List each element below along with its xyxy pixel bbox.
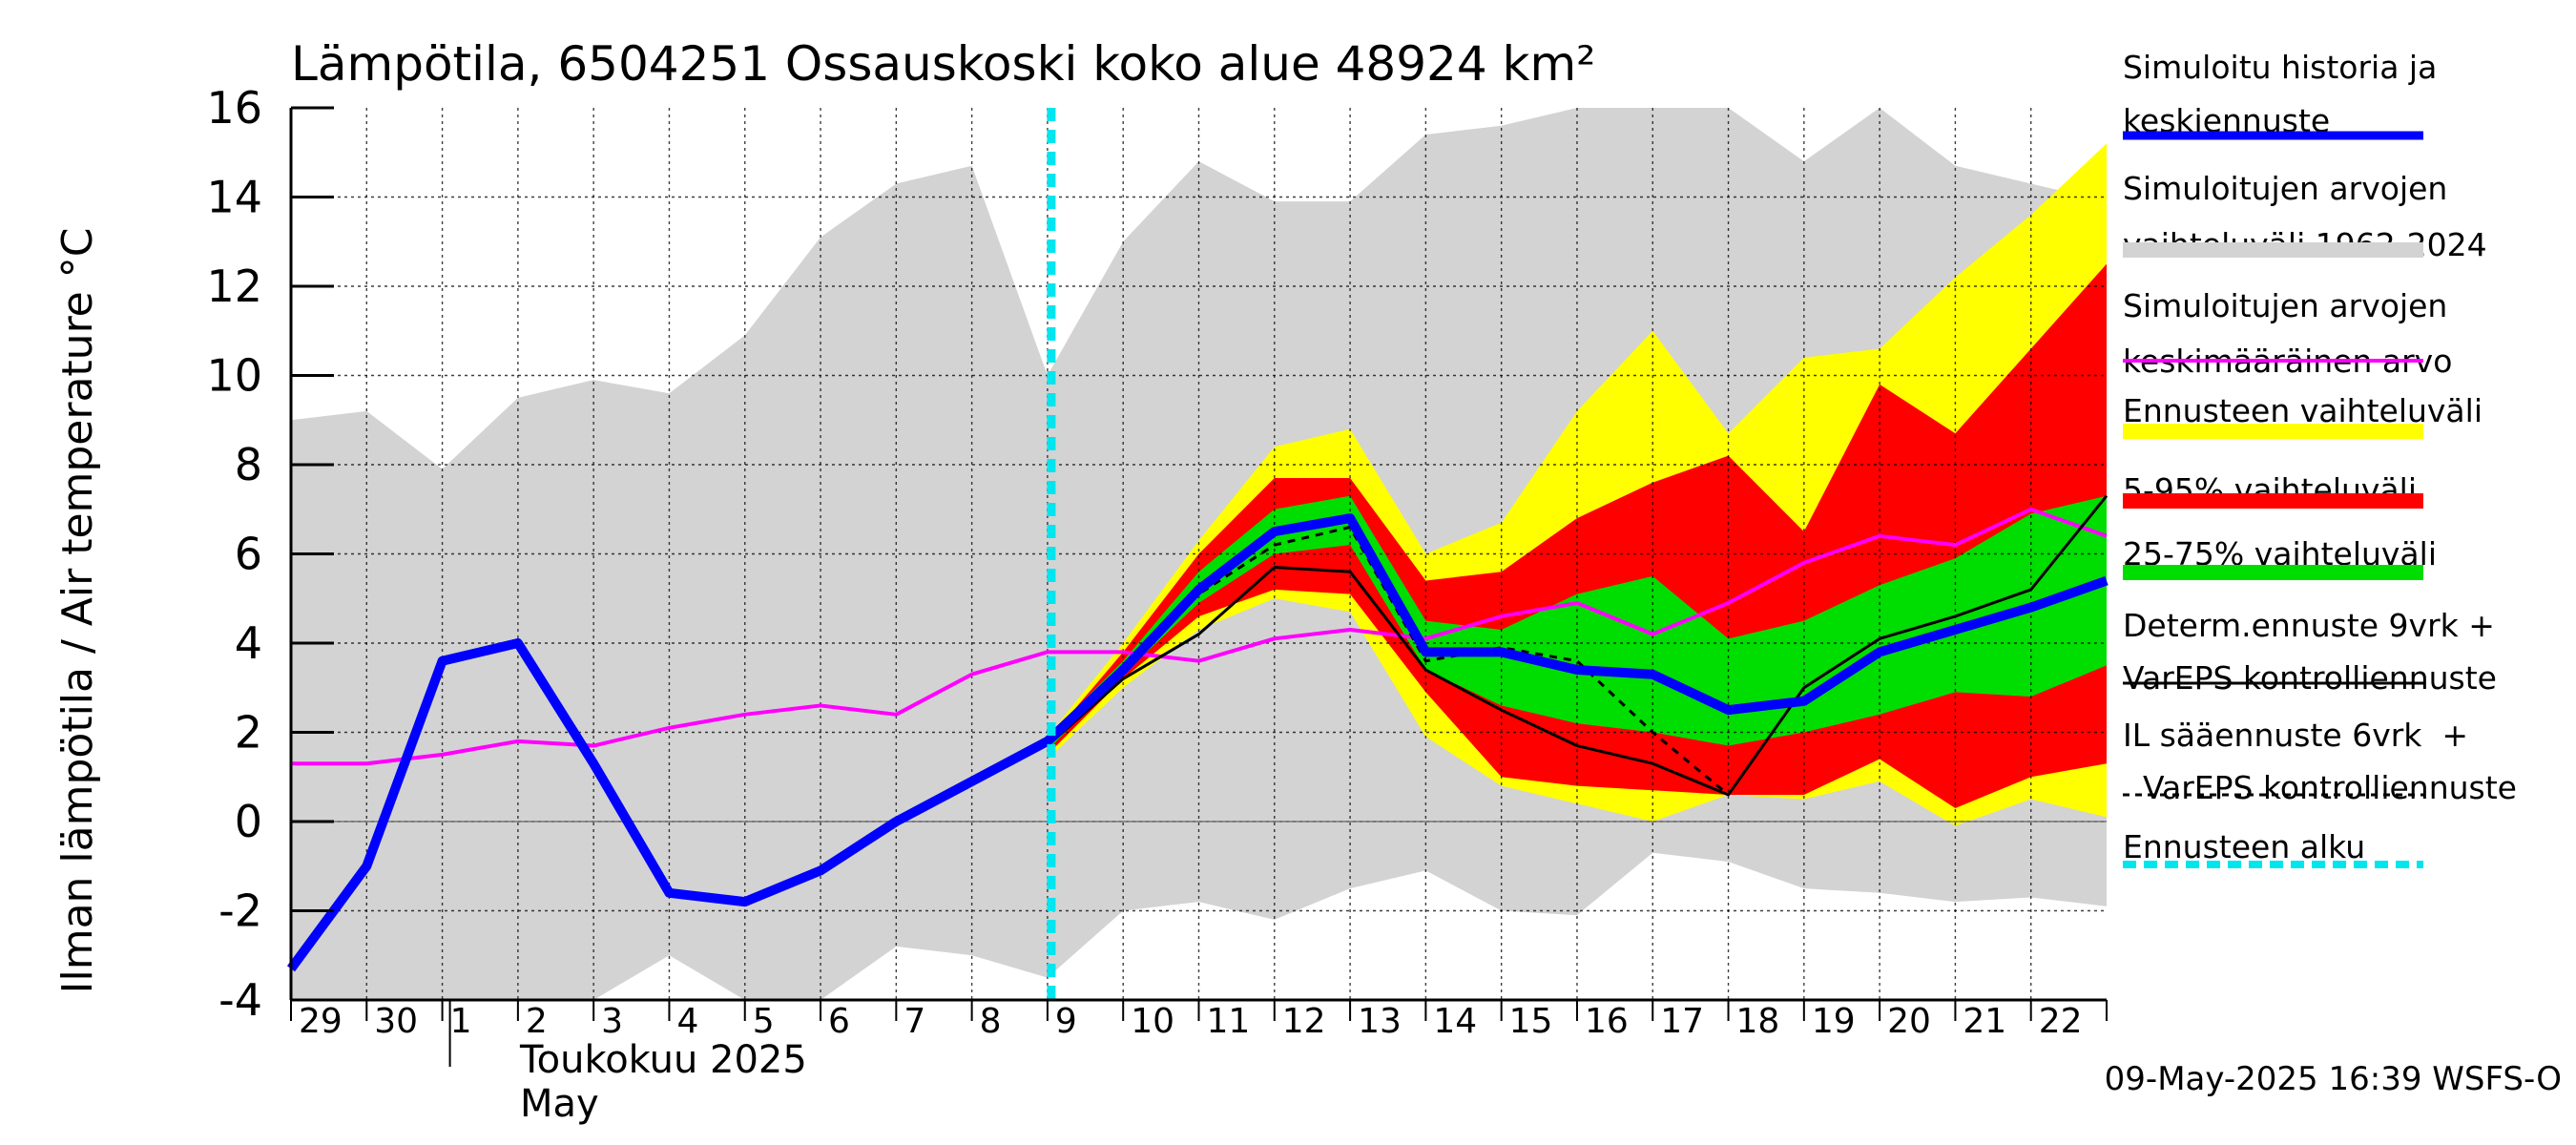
x-tick-label: 29 (299, 1002, 343, 1041)
y-tick-label: 8 (235, 439, 262, 490)
legend-label: Ennusteen alku (2123, 828, 2365, 865)
x-tick-label: 1 (450, 1002, 472, 1041)
x-tick-label: 10 (1131, 1002, 1174, 1041)
y-tick-label: 14 (206, 172, 262, 223)
x-tick-label: 20 (1887, 1002, 1931, 1041)
y-tick-label: 2 (235, 707, 262, 759)
x-tick-label: 18 (1736, 1002, 1780, 1041)
legend: Simuloitu historia jakeskiennusteSimuloi… (2123, 49, 2517, 868)
y-tick-label: 4 (235, 617, 262, 669)
x-tick-label: 13 (1358, 1002, 1402, 1041)
x-tick-label: 3 (601, 1002, 623, 1041)
x-tick-label: 8 (980, 1002, 1002, 1041)
month-label: Toukokuu 2025 (519, 1038, 807, 1082)
legend-label: Simuloitujen arvojen (2123, 170, 2447, 207)
x-tick-label: 30 (374, 1002, 418, 1041)
x-tick-label: 6 (828, 1002, 850, 1041)
legend-label: IL sääennuste 6vrk + (2123, 717, 2468, 754)
x-tick-label: 15 (1509, 1002, 1553, 1041)
y-tick-label: 12 (206, 260, 262, 312)
x-tick-label: 7 (904, 1002, 925, 1041)
x-tick-label: 5 (753, 1002, 775, 1041)
x-tick-label: 19 (1812, 1002, 1856, 1041)
y-tick-label: -4 (218, 974, 262, 1026)
x-tick-label: 17 (1660, 1002, 1704, 1041)
y-axis-label: Ilman lämpötila / Air temperature °C (53, 228, 102, 994)
y-tick-label: 10 (206, 350, 262, 402)
legend-label: Determ.ennuste 9vrk + (2123, 607, 2495, 644)
x-tick-label: 4 (676, 1002, 698, 1041)
y-axis-ticks: -4 -2 0 2 4 6 8 10 12 14 16 (206, 82, 334, 1026)
y-tick-label: 16 (206, 82, 262, 134)
legend-label: VarEPS kontrolliennuste (2123, 769, 2517, 806)
x-axis-ticks: 29 30 1 2 3 4 5 6 7 8 9 10 11 12 13 14 15 16 17 18 19 20 21 22 (290, 1000, 2108, 1067)
x-tick-label: 9 (1055, 1002, 1077, 1041)
simulated-history-line (286, 513, 2109, 972)
x-tick-label: 2 (526, 1002, 548, 1041)
footer-timestamp: 09-May-2025 16:39 WSFS-O (2105, 1060, 2562, 1098)
legend-label: VarEPS kontrolliennuste (2123, 659, 2497, 697)
x-tick-label: 22 (2039, 1002, 2083, 1041)
y-tick-label: 6 (235, 529, 262, 580)
plot-area (286, 108, 2109, 1002)
y-tick-label: 0 (235, 796, 262, 847)
legend-label: Simuloitu historia ja (2123, 49, 2437, 86)
x-tick-label: 11 (1207, 1002, 1251, 1041)
legend-label: Ennusteen vaihteluväli (2123, 392, 2483, 429)
chart-title: Lämpötila, 6504251 Ossauskoski koko alue… (291, 36, 1595, 92)
x-tick-label: 12 (1282, 1002, 1326, 1041)
historical-mean-line (291, 507, 2108, 766)
deterministic-forecast-line (1046, 494, 2109, 797)
x-tick-label: 14 (1433, 1002, 1477, 1041)
legend-label: Simuloitujen arvojen (2123, 287, 2447, 324)
month-label-en: May (520, 1082, 599, 1126)
x-tick-label: 21 (1963, 1002, 2006, 1041)
x-tick-label: 16 (1585, 1002, 1629, 1041)
y-tick-label: -2 (218, 885, 262, 937)
